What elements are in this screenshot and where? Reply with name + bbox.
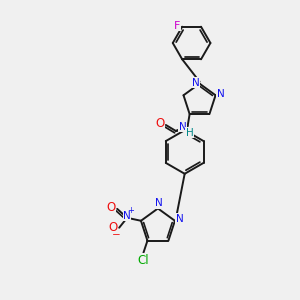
Text: F: F <box>174 21 180 31</box>
Text: N: N <box>217 89 224 99</box>
Text: H: H <box>186 128 194 138</box>
Text: N: N <box>176 214 184 224</box>
Text: O: O <box>155 118 164 130</box>
Text: +: + <box>128 206 134 215</box>
Text: O: O <box>106 201 116 214</box>
Text: N: N <box>123 211 131 221</box>
Text: N: N <box>192 78 200 88</box>
Text: O: O <box>109 221 118 234</box>
Text: N: N <box>179 122 187 132</box>
Text: −: − <box>112 230 121 240</box>
Text: N: N <box>155 199 163 208</box>
Text: Cl: Cl <box>138 254 149 267</box>
